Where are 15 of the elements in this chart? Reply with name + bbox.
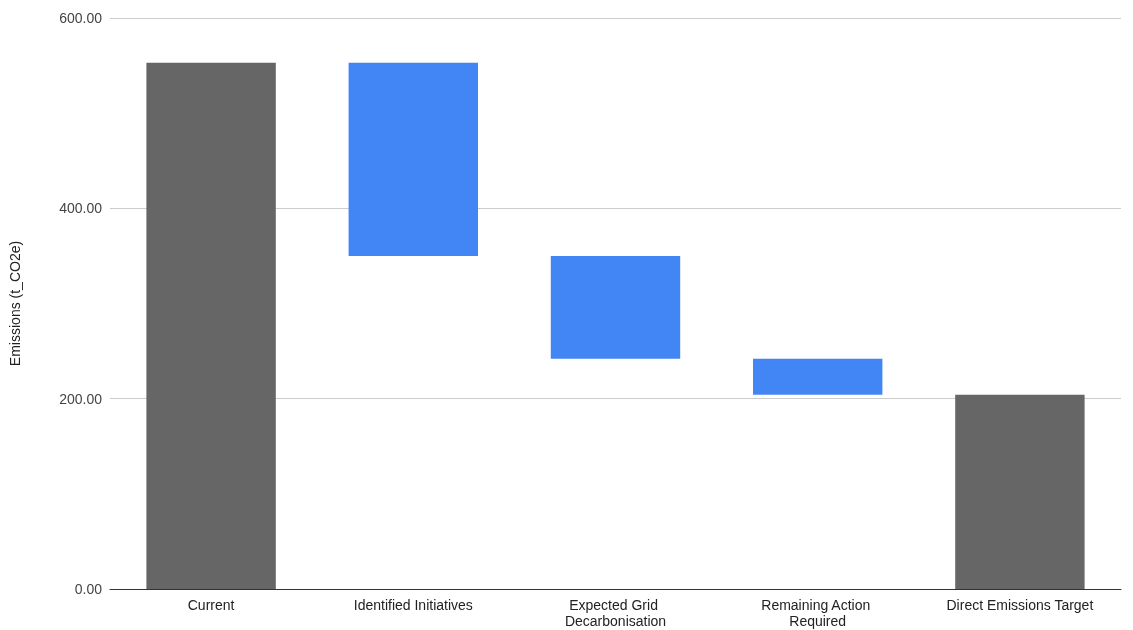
bar: [348, 62, 478, 256]
y-axis-title: Emissions (t_CO2e): [7, 240, 23, 367]
y-tick-label: 0.00: [74, 581, 103, 597]
x-tick-label: Expected Grid Decarbonisation: [564, 597, 667, 629]
bar: [550, 255, 681, 359]
y-tick-label: 400.00: [59, 200, 103, 217]
x-tick-label: Identified Initiatives: [353, 597, 473, 613]
bar: [955, 394, 1085, 589]
bar: [753, 358, 883, 395]
x-tick-label: Remaining Action Required: [761, 597, 875, 629]
y-tick-label: 200.00: [59, 390, 103, 407]
x-tick-label: Current: [187, 597, 235, 613]
x-tick-label: Direct Emissions Target: [946, 597, 1094, 613]
y-tick-label: 600.00: [59, 10, 103, 26]
bar: [146, 62, 276, 589]
